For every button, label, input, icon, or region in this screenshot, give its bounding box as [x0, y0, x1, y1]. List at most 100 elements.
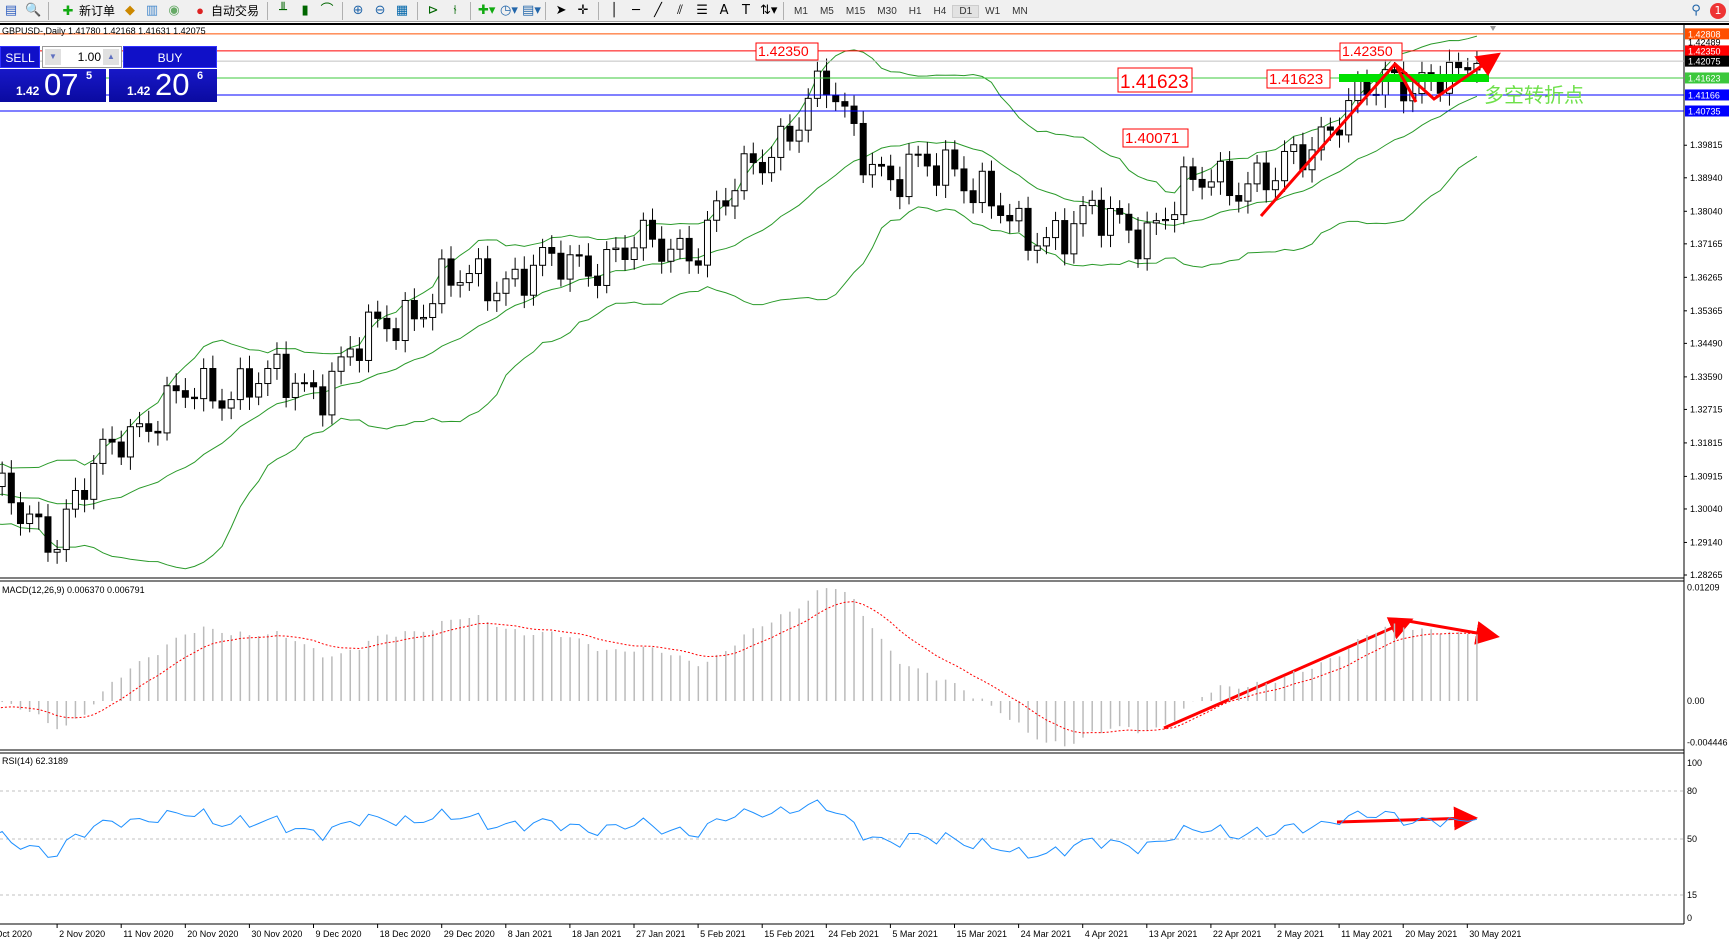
buy-button[interactable]: BUY: [123, 46, 217, 68]
cursor-icon[interactable]: ➤: [555, 2, 567, 18]
candlestick-icon[interactable]: ▮: [301, 2, 309, 18]
price-annotation: 1.40071: [1125, 130, 1179, 147]
zoom-out-icon[interactable]: ⊖: [374, 2, 386, 18]
line-chart-icon[interactable]: ⌒: [320, 2, 334, 18]
candle-body: [1235, 195, 1243, 202]
candle-body: [1226, 160, 1234, 197]
search-icon[interactable]: ⚲: [1691, 2, 1701, 18]
market-watch-icon[interactable]: ◆: [125, 2, 136, 18]
candle-body: [181, 390, 189, 398]
candle-body: [81, 489, 89, 500]
zoom-in-icon[interactable]: ⊕: [352, 2, 364, 18]
zoom-chart-icon[interactable]: 🔍: [25, 2, 42, 18]
candle: [951, 140, 959, 177]
lot-size-stepper[interactable]: ▼ 1.00 ▲: [42, 46, 122, 68]
sell-button[interactable]: SELL: [0, 46, 40, 68]
candle-body: [905, 153, 913, 198]
auto-scroll-icon[interactable]: ⊳: [427, 2, 439, 18]
templates-icon[interactable]: ▤▾: [522, 2, 541, 18]
timeframe-m30[interactable]: M30: [877, 6, 897, 17]
price-label-bg: [1685, 89, 1729, 101]
tile-windows-icon[interactable]: ▦: [395, 2, 409, 18]
candle: [786, 114, 794, 151]
buy-price[interactable]: 1.42 20 6: [109, 67, 217, 102]
timeframe-w1[interactable]: W1: [985, 6, 1001, 17]
candle-body: [1262, 162, 1270, 191]
date-label: 18 Jan 2021: [572, 929, 622, 939]
candle: [932, 153, 940, 197]
date-label: 29 Dec 2020: [444, 929, 495, 939]
candle-body: [1097, 199, 1105, 236]
new-order-button[interactable]: ✚ 新订单: [53, 1, 119, 21]
lot-value[interactable]: 1.00: [77, 50, 101, 64]
candle: [26, 505, 34, 533]
timeframe-h4[interactable]: H4: [933, 6, 947, 17]
timeframe-m15[interactable]: M15: [845, 6, 866, 17]
notification-badge[interactable]: 1: [1710, 2, 1726, 19]
candle: [978, 162, 986, 214]
indicators-icon[interactable]: ✚▾: [478, 2, 496, 18]
timeframe-m5[interactable]: M5: [819, 6, 834, 17]
candle: [649, 208, 657, 248]
candle: [987, 160, 995, 219]
timeframe-mn[interactable]: MN: [1012, 6, 1028, 17]
date-label: 11 May 2021: [1341, 929, 1392, 939]
decrease-lot-icon[interactable]: ▼: [45, 49, 61, 65]
trendline-icon[interactable]: ╱: [654, 2, 662, 18]
trend-arrow: [1407, 619, 1500, 645]
candle: [529, 254, 537, 306]
candle: [108, 426, 116, 455]
date-label: 2 May 2021: [1277, 929, 1324, 939]
candle-body: [813, 70, 821, 99]
bar-chart-icon[interactable]: ╨: [279, 2, 287, 18]
date-label: 9 Dec 2020: [316, 929, 362, 939]
candle: [429, 293, 437, 331]
channel-icon[interactable]: ⫽: [677, 2, 683, 18]
candle-body: [786, 125, 794, 142]
candle-body: [951, 149, 959, 170]
candle: [868, 152, 876, 188]
crosshair-icon[interactable]: ✛: [577, 2, 589, 18]
increase-lot-icon[interactable]: ▲: [103, 49, 119, 65]
price-tick-label: 1.36265: [1690, 272, 1723, 282]
candle: [99, 428, 107, 475]
candle-body: [1326, 126, 1334, 131]
new-order-icon: ✚: [62, 2, 74, 18]
sell-price[interactable]: 1.42 07 5: [0, 67, 106, 102]
date-label: 22 Apr 2021: [1213, 929, 1262, 939]
candle-body: [1024, 207, 1032, 251]
arrows-icon[interactable]: ⇅▾: [760, 2, 778, 18]
candle: [621, 235, 629, 271]
new-chart-icon[interactable]: ▤: [4, 2, 18, 18]
price-annotation-box: [1122, 128, 1189, 148]
candle-body: [136, 423, 144, 428]
trend-arrow: [1393, 63, 1418, 103]
candle: [1216, 152, 1224, 195]
candle-body: [282, 353, 290, 398]
vertical-line-icon[interactable]: │: [610, 2, 618, 18]
fibonacci-icon[interactable]: ☰: [696, 2, 708, 18]
timeframe-m1[interactable]: M1: [794, 6, 808, 17]
text-icon[interactable]: A: [719, 2, 729, 18]
text-label-icon[interactable]: T: [742, 2, 750, 18]
candle-body: [603, 249, 611, 286]
periods-icon[interactable]: ◷▾: [500, 2, 518, 18]
candle-body: [154, 430, 162, 434]
candle-body: [1180, 166, 1188, 216]
auto-trading-button[interactable]: ● 自动交易: [185, 1, 263, 21]
timeframe-bar: M1 M5 M15 M30 H1 H4 D1 W1 MN: [788, 4, 1034, 18]
candle-body: [731, 190, 739, 207]
timeframe-h1[interactable]: H1: [908, 6, 922, 17]
timeframe-d1[interactable]: D1: [952, 5, 980, 18]
candle: [566, 245, 574, 292]
candle: [639, 212, 647, 261]
candle: [255, 372, 263, 406]
navigator-icon[interactable]: ▥: [145, 2, 159, 18]
candle-body: [978, 170, 986, 204]
horizontal-line-icon[interactable]: ─: [632, 2, 640, 18]
chart-header: GBPUSD-,Daily 1.41780 1.42168 1.41631 1.…: [2, 26, 206, 36]
signal-icon[interactable]: ◉: [168, 2, 180, 18]
candle-body: [16, 502, 24, 525]
chart-shift-icon[interactable]: ⫮: [453, 2, 457, 18]
